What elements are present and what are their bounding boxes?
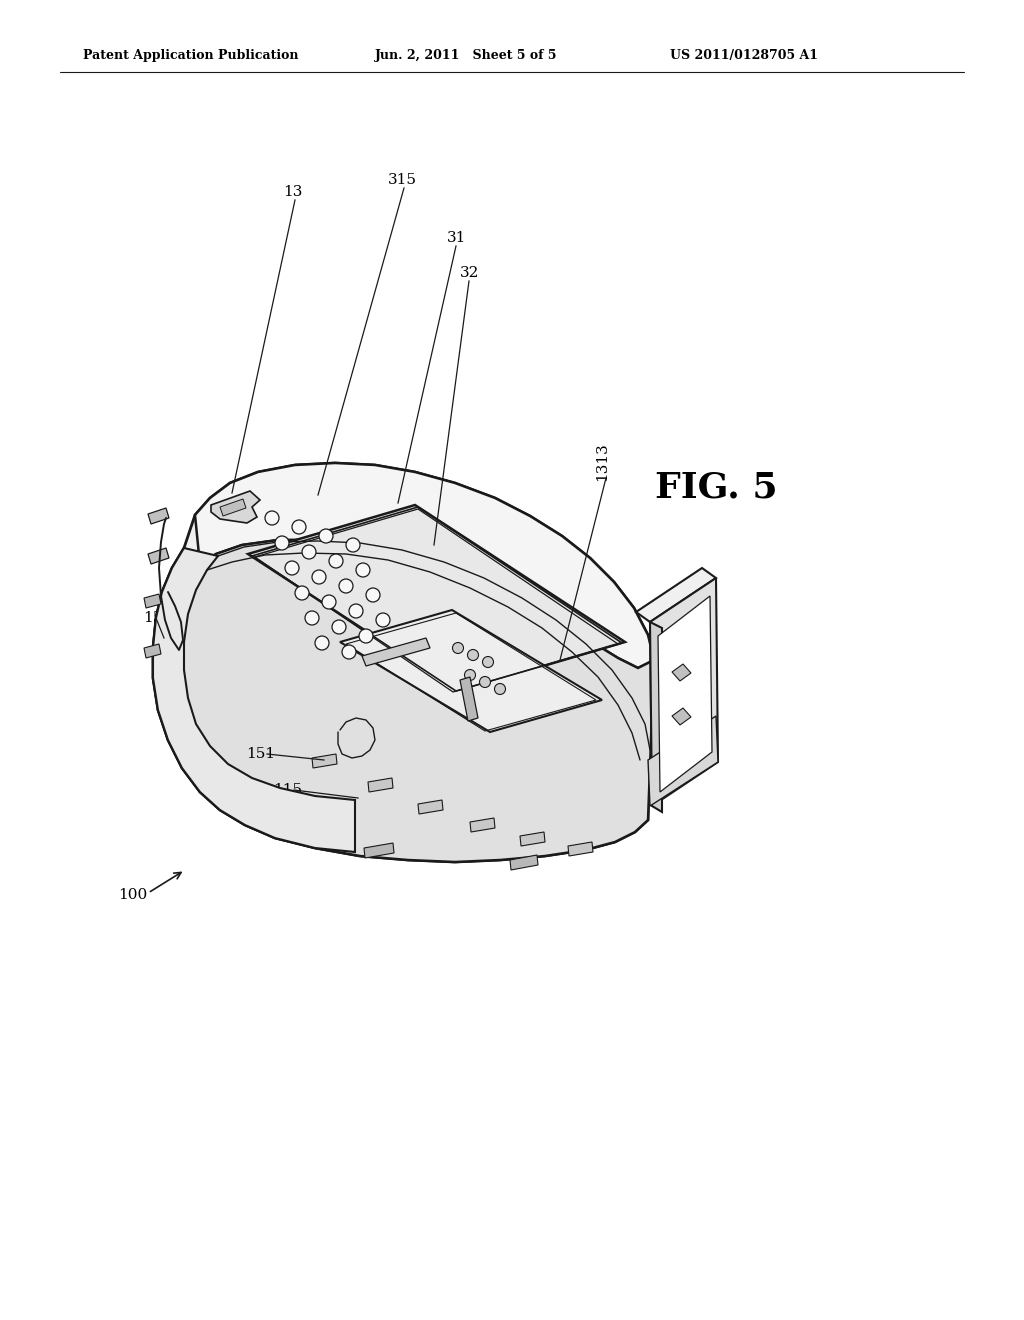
Polygon shape [153, 540, 654, 862]
Circle shape [339, 579, 353, 593]
Text: 1313: 1313 [595, 442, 609, 482]
Polygon shape [650, 622, 662, 812]
Circle shape [315, 636, 329, 649]
Polygon shape [340, 610, 602, 733]
Circle shape [346, 539, 360, 552]
Text: 15: 15 [143, 611, 163, 624]
Polygon shape [568, 842, 593, 855]
Circle shape [376, 612, 390, 627]
Polygon shape [153, 548, 355, 851]
Circle shape [295, 586, 309, 601]
Polygon shape [510, 855, 538, 870]
Circle shape [285, 561, 299, 576]
Polygon shape [470, 818, 495, 832]
Polygon shape [144, 644, 161, 657]
Text: 151: 151 [246, 747, 275, 762]
Text: 315: 315 [388, 173, 417, 187]
Polygon shape [636, 568, 716, 622]
Polygon shape [672, 708, 691, 725]
Polygon shape [650, 578, 718, 807]
Polygon shape [248, 506, 625, 690]
Polygon shape [211, 491, 260, 523]
Circle shape [453, 643, 464, 653]
Text: 32: 32 [460, 267, 479, 280]
Polygon shape [648, 715, 718, 807]
Text: 100: 100 [118, 888, 147, 902]
Circle shape [465, 669, 475, 681]
Circle shape [305, 611, 319, 624]
Circle shape [468, 649, 478, 660]
Circle shape [302, 545, 316, 558]
Circle shape [495, 684, 506, 694]
Polygon shape [195, 463, 654, 668]
Polygon shape [672, 664, 691, 681]
Polygon shape [520, 832, 545, 846]
Polygon shape [312, 754, 337, 768]
Circle shape [332, 620, 346, 634]
Text: FIG. 5: FIG. 5 [655, 471, 777, 506]
Circle shape [359, 630, 373, 643]
Polygon shape [460, 677, 478, 721]
Polygon shape [658, 597, 712, 792]
Circle shape [342, 645, 356, 659]
Text: 31: 31 [447, 231, 466, 246]
Text: US 2011/0128705 A1: US 2011/0128705 A1 [670, 49, 818, 62]
Polygon shape [368, 777, 393, 792]
Circle shape [322, 595, 336, 609]
Circle shape [319, 529, 333, 543]
Text: Patent Application Publication: Patent Application Publication [83, 49, 299, 62]
Circle shape [356, 564, 370, 577]
Circle shape [275, 536, 289, 550]
Circle shape [312, 570, 326, 583]
Polygon shape [364, 843, 394, 858]
Polygon shape [148, 508, 169, 524]
Polygon shape [144, 594, 161, 609]
Polygon shape [153, 463, 654, 862]
Circle shape [482, 656, 494, 668]
Polygon shape [148, 548, 169, 564]
Polygon shape [418, 800, 443, 814]
Circle shape [349, 605, 362, 618]
Text: 13: 13 [283, 185, 302, 199]
Text: Jun. 2, 2011   Sheet 5 of 5: Jun. 2, 2011 Sheet 5 of 5 [375, 49, 557, 62]
Polygon shape [220, 499, 246, 516]
Text: 115: 115 [273, 783, 302, 797]
Circle shape [292, 520, 306, 535]
Circle shape [479, 676, 490, 688]
Circle shape [329, 554, 343, 568]
Circle shape [265, 511, 279, 525]
Circle shape [366, 587, 380, 602]
Polygon shape [362, 638, 430, 667]
